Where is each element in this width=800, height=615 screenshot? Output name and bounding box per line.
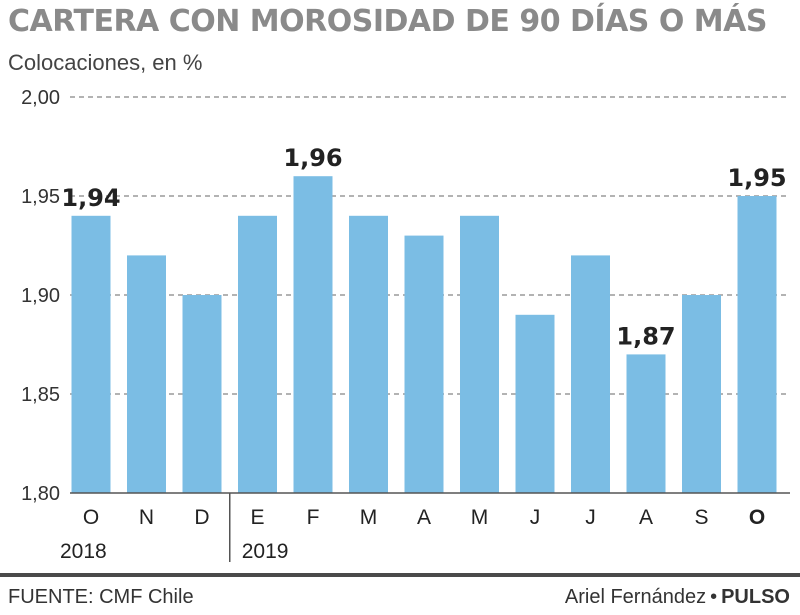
year-label: 2018 [60, 540, 107, 563]
x-tick-label: M [471, 506, 489, 529]
bar [127, 255, 166, 493]
data-label: 1,95 [727, 164, 786, 192]
x-tick-label: A [417, 506, 431, 529]
x-tick-label: M [360, 506, 378, 529]
data-label: 1,94 [61, 184, 120, 212]
credit-line: Ariel Fernández • PULSO [565, 586, 790, 609]
x-tick-label: N [139, 506, 154, 529]
x-tick-label: A [639, 506, 653, 529]
x-tick-label: E [250, 506, 264, 529]
y-tick-label: 1,85 [21, 384, 60, 406]
chart-subtitle: Colocaciones, en % [8, 50, 203, 75]
x-tick-label: F [307, 506, 320, 529]
bar [182, 295, 222, 493]
x-tick-label: O [83, 506, 99, 529]
bar [404, 235, 444, 493]
bar [460, 215, 499, 494]
bar-chart: 1,80 1,85 1,90 1,95 2,00 O N D E F M A M J J A S O 2018 201… [21, 87, 790, 563]
bar [682, 295, 721, 493]
publication-name: PULSO [721, 586, 790, 608]
data-label: 1,87 [616, 322, 675, 350]
credit-separator: • [710, 586, 718, 608]
y-tick-label: 1,95 [21, 186, 60, 208]
bar [293, 176, 333, 493]
x-tick-label: J [530, 506, 541, 529]
chart-title: CARTERA CON MOROSIDAD DE 90 DÍAS O MÁS [8, 4, 767, 39]
bar [71, 215, 111, 494]
x-tick-label: O [749, 506, 765, 529]
footer-divider [0, 573, 800, 577]
y-tick-label: 1,90 [21, 285, 60, 307]
year-label: 2019 [242, 540, 289, 563]
y-tick-label: 1,80 [21, 483, 60, 505]
bar [515, 314, 555, 493]
y-tick-label: 2,00 [21, 87, 60, 109]
x-tick-label: S [694, 506, 708, 529]
bar [626, 354, 666, 493]
data-label: 1,96 [283, 144, 342, 172]
source-note: FUENTE: CMF Chile [8, 586, 194, 608]
x-tick-label: D [194, 506, 209, 529]
bar [238, 215, 277, 494]
author-name: Ariel Fernández [564, 586, 707, 608]
bar [737, 196, 777, 493]
bar [349, 215, 388, 494]
x-tick-label: J [585, 506, 596, 529]
bar [571, 255, 610, 493]
